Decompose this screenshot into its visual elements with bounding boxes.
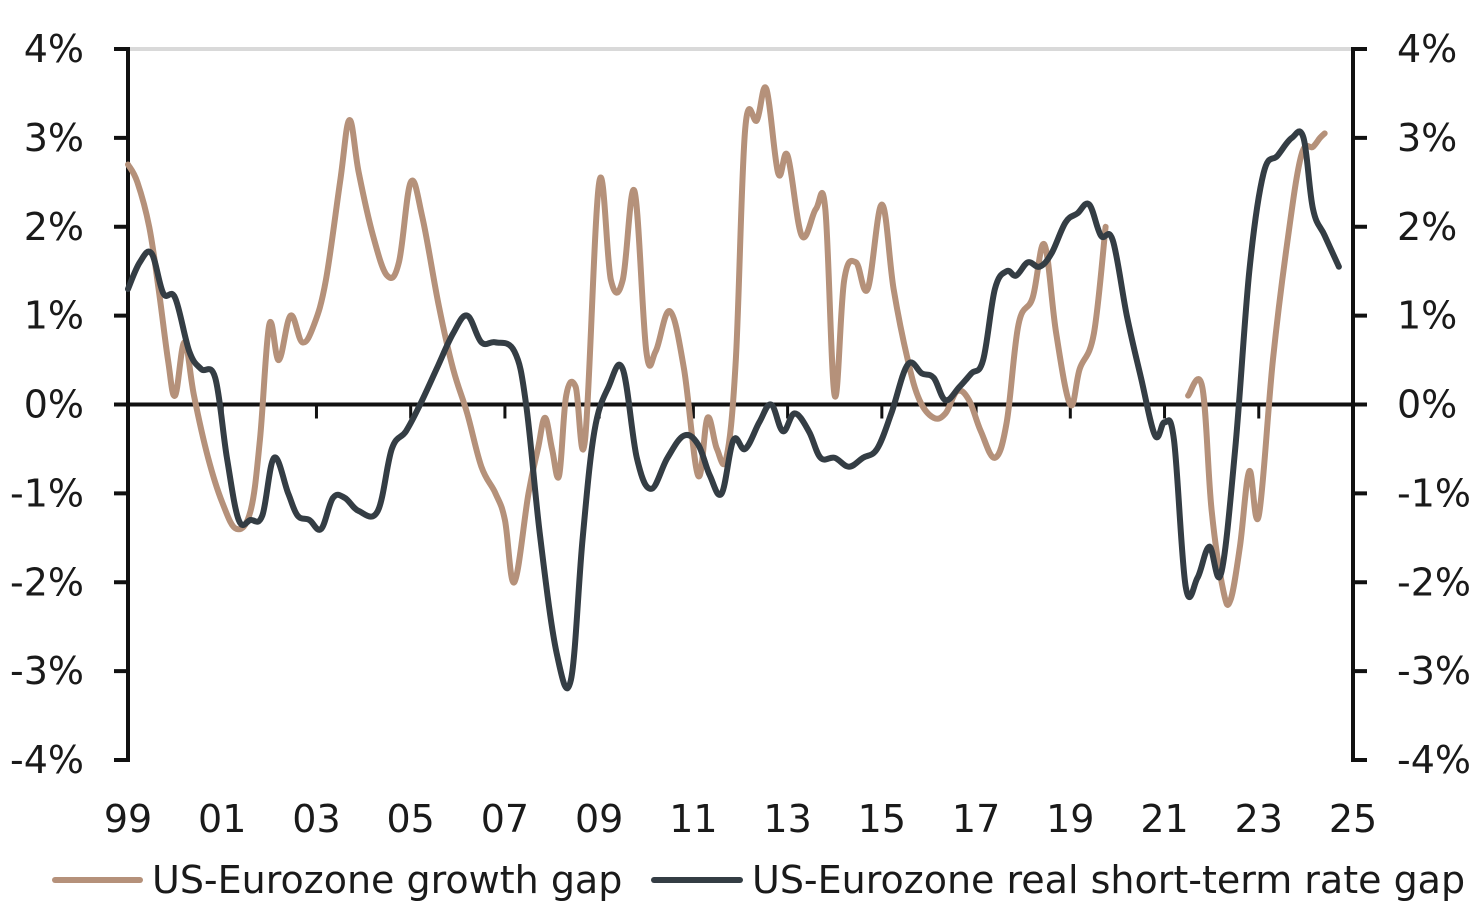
y-tick-label-right: 4% (1397, 27, 1457, 71)
y-tick-label-left: 2% (24, 205, 84, 249)
axes-layer (114, 47, 1367, 762)
series-layer (125, 84, 1342, 692)
x-tick-label: 07 (481, 797, 529, 841)
x-tick-label: 19 (1046, 797, 1094, 841)
y-tick-label-right: -4% (1397, 738, 1471, 782)
x-tick-label: 15 (858, 797, 906, 841)
x-tick-label: 09 (575, 797, 623, 841)
x-tick-label: 17 (952, 797, 1000, 841)
y-tick-label-right: 3% (1397, 116, 1457, 160)
x-tick-label: 25 (1329, 797, 1377, 841)
x-tick-label: 99 (104, 797, 152, 841)
x-tick-label: 21 (1140, 797, 1188, 841)
labels-layer: -4% -4% -3% -3% -2% -2% -1% -1% 0% 0% 1% 1% 2% 2% 3% 3%… (10, 27, 1471, 841)
legend-label-rate-gap: US-Eurozone real short-term rate gap (752, 858, 1465, 902)
y-tick-label-left: -4% (10, 738, 84, 782)
y-tick-label-left: 0% (24, 383, 84, 427)
y-tick-label-right: -3% (1397, 649, 1471, 693)
y-tick-label-right: 1% (1397, 294, 1457, 338)
x-tick-label: 03 (292, 797, 340, 841)
legend-label-growth-gap: US-Eurozone growth gap (152, 858, 622, 902)
y-tick-label-left: 4% (24, 27, 84, 71)
y-tick-label-right: 0% (1397, 383, 1457, 427)
x-tick-label: 05 (387, 797, 435, 841)
series-line-growth-gap-segment-1 (125, 84, 1109, 586)
y-tick-label-left: -1% (10, 471, 84, 515)
y-tick-label-left: -3% (10, 649, 84, 693)
x-tick-label: 13 (763, 797, 811, 841)
y-tick-label-left: -2% (10, 560, 84, 604)
y-tick-label-right: 2% (1397, 205, 1457, 249)
legend: US-Eurozone growth gap US-Eurozone real s… (52, 858, 1465, 902)
y-tick-label-right: -1% (1397, 471, 1471, 515)
x-tick-label: 23 (1235, 797, 1283, 841)
y-tick-label-right: -2% (1397, 560, 1471, 604)
series-line-rate-gap-segment-1 (125, 128, 1342, 692)
y-tick-label-left: 1% (24, 294, 84, 338)
x-tick-label: 11 (669, 797, 717, 841)
x-tick-label: 01 (198, 797, 246, 841)
y-tick-label-left: 3% (24, 116, 84, 160)
